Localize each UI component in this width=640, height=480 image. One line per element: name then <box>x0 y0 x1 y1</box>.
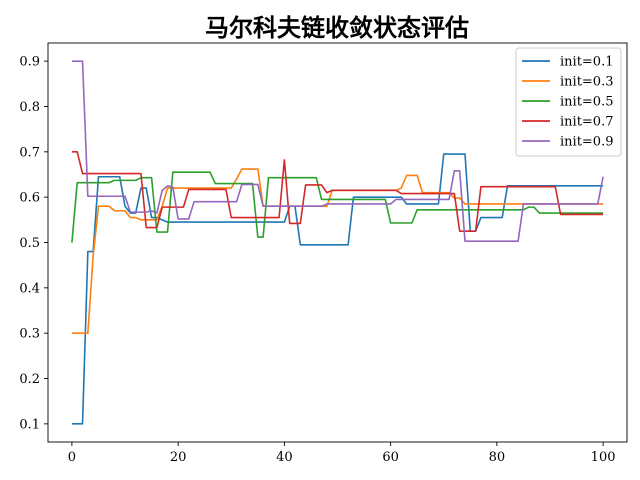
x-tick-label: 40 <box>276 450 293 465</box>
x-tick-label: 20 <box>170 450 187 465</box>
legend-label: init=0.9 <box>560 135 613 150</box>
y-tick-label: 0.5 <box>19 236 40 251</box>
y-tick-label: 0.3 <box>19 327 40 342</box>
y-tick-label: 0.2 <box>19 372 40 387</box>
series-line-3 <box>71 171 604 243</box>
y-tick-label: 0.4 <box>19 281 40 296</box>
chart-title: 马尔科夫链收敛状态评估 <box>205 13 469 42</box>
legend-label: init=0.5 <box>560 95 613 110</box>
legend-label: init=0.7 <box>560 115 613 130</box>
x-tick-label: 100 <box>591 450 616 465</box>
series-layer <box>71 60 604 425</box>
series-line-4 <box>71 151 604 232</box>
series-line-2 <box>71 168 604 334</box>
legend-label: init=0.3 <box>560 75 613 90</box>
x-tick-label: 0 <box>68 450 76 465</box>
x-tick-label: 80 <box>489 450 506 465</box>
legend-box <box>515 47 622 157</box>
x-tick-label: 60 <box>382 450 399 465</box>
legend: init=0.1 init=0.3 init=0.5 init=0.7 init=0.9 <box>515 47 622 157</box>
y-tick-label: 0.7 <box>19 145 40 160</box>
y-tick-label: 0.6 <box>19 191 40 206</box>
series-line-5 <box>71 60 604 242</box>
legend-label: init=0.1 <box>560 55 613 70</box>
series-line-1 <box>71 153 604 425</box>
y-tick-label: 0.9 <box>19 55 40 70</box>
y-tick-label: 0.1 <box>19 417 40 432</box>
axes-layer: 0 20 40 60 80 100 0.1 0.2 0.3 0.4 0.5 0.6 0.7 0.8 0.9 <box>19 42 628 465</box>
y-tick-label: 0.8 <box>19 100 40 115</box>
